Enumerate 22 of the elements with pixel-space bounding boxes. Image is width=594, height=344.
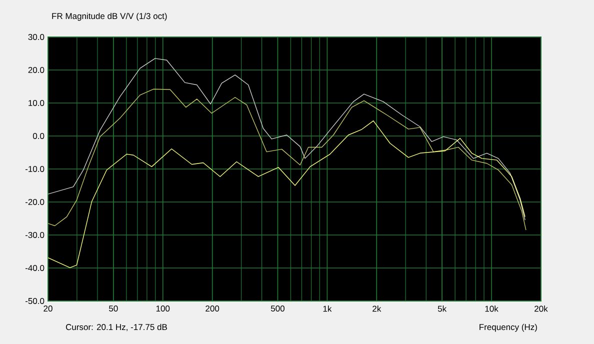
x-tick-label: 500: [270, 306, 284, 312]
x-tick-label: 5k: [438, 306, 447, 312]
x-tick-label: 200: [206, 306, 220, 312]
x-axis-title: Frequency (Hz): [480, 324, 537, 332]
y-tick-label: -30.0: [25, 232, 44, 238]
y-tick-label: -20.0: [25, 198, 44, 205]
y-tick-label: -40.0: [25, 264, 44, 271]
x-tick-label: 2k: [372, 306, 382, 312]
y-tick-label: 10.0: [28, 100, 44, 106]
x-tick-label: 1k: [323, 306, 332, 312]
x-tick-label: 20k: [534, 306, 548, 312]
x-tick-label: 10k: [485, 306, 498, 312]
x-tick-label: 20: [44, 306, 52, 312]
y-tick-label: 0.0: [32, 132, 44, 139]
x-tick-label: 50: [109, 306, 118, 312]
y-tick-label: -50.0: [25, 298, 44, 304]
y-tick-label: -10.0: [25, 166, 44, 172]
y-tick-label: 30.0: [28, 34, 44, 40]
x-tick-label: 100: [156, 306, 170, 312]
chart-title: FR Magnitude dB V/V (1/3 oct): [52, 12, 167, 21]
y-tick-label: 20.0: [28, 66, 44, 74]
text: Cursor: 20.1 Hz, -17.75 dB: [66, 324, 167, 332]
